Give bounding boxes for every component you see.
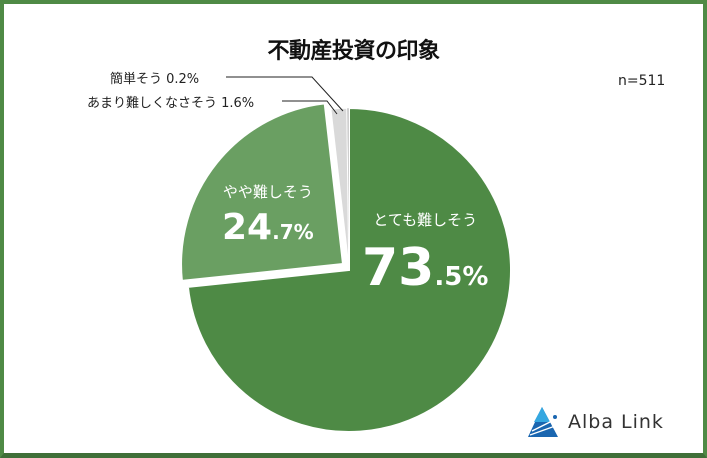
label-pct-dec: .5% [434, 262, 489, 292]
callout-not-very-difficult: あまり難しくなさそう 1.6% [87, 96, 255, 111]
label-pct-int: 24 [222, 207, 273, 248]
label-somewhat-difficult: やや難しそう 24.7% [222, 181, 314, 254]
slice-somewhat-difficult [180, 102, 345, 282]
callout-easy: 簡単そう 0.2% [110, 72, 200, 87]
label-name: とても難しそう [373, 211, 478, 229]
sample-size-label: n=511 [618, 73, 666, 89]
label-pct-dec: .7% [272, 220, 314, 244]
label-very-difficult: とても難しそう 73.5% [362, 209, 488, 306]
alba-link-logo-icon [528, 407, 559, 437]
label-pct-int: 73 [362, 238, 435, 298]
leader-line-not-very-difficult [282, 100, 338, 115]
slice-easy [346, 107, 350, 271]
brand-name: Alba Link [568, 411, 664, 433]
leader-line-easy [226, 76, 344, 112]
chart-title: 不動産投資の印象 [267, 39, 440, 64]
label-name: やや難しそう [222, 183, 313, 201]
brand-logo: Alba Link [526, 404, 664, 440]
